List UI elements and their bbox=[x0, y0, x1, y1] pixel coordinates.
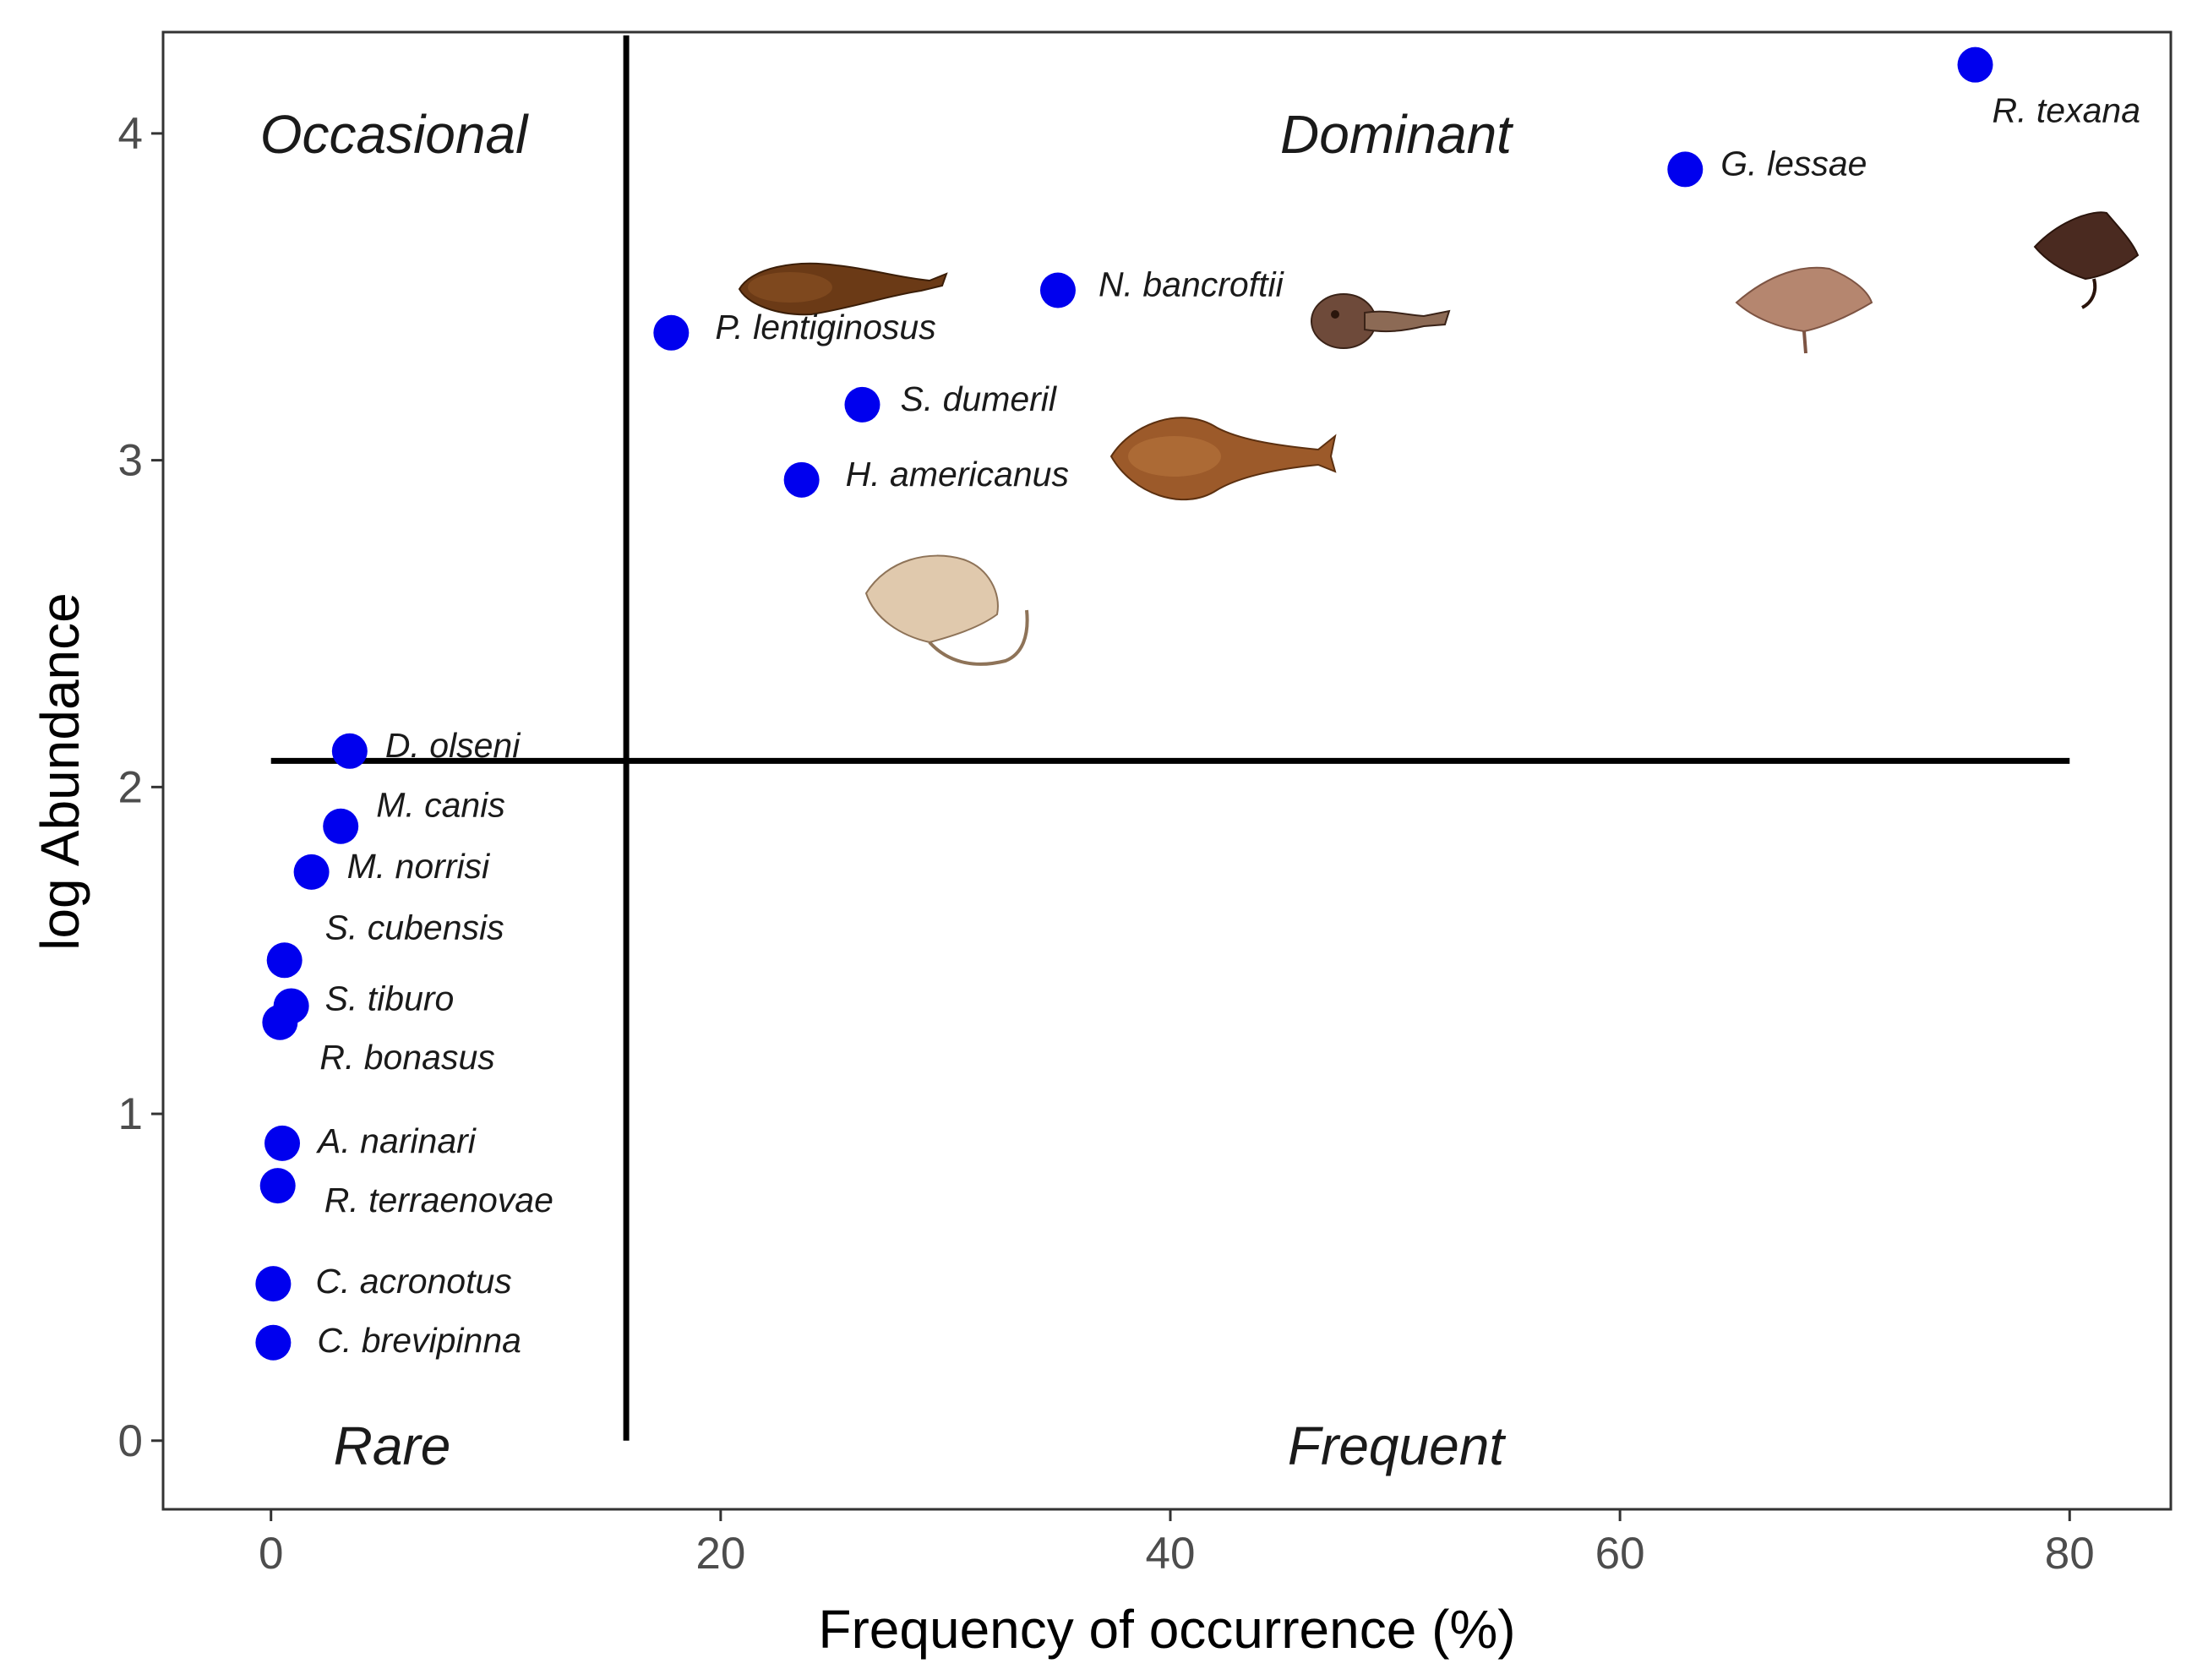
data-points bbox=[255, 46, 1993, 1361]
point-labels: R. texana G. lessae N. bancroftii P. lentig… bbox=[315, 91, 2140, 1360]
x-tick-label: 20 bbox=[695, 1529, 745, 1579]
data-point bbox=[844, 386, 880, 423]
y-axis-ticks: 0 1 2 3 4 bbox=[118, 109, 163, 1466]
quadrant-label-rare: Rare bbox=[334, 1415, 451, 1476]
data-point bbox=[653, 314, 690, 351]
stingray-illustration bbox=[864, 554, 1029, 666]
data-point bbox=[783, 461, 820, 498]
point-label: A. narinari bbox=[315, 1121, 477, 1160]
data-point bbox=[1039, 272, 1076, 308]
x-axis-ticks: 0 20 40 60 80 bbox=[259, 1509, 2095, 1579]
point-label: D. olseni bbox=[385, 726, 521, 765]
point-label: S. dumeril bbox=[900, 379, 1057, 418]
point-label: H. americanus bbox=[846, 455, 1069, 494]
guitarfish-illustration bbox=[1109, 417, 1337, 501]
x-tick-label: 60 bbox=[1595, 1529, 1645, 1579]
data-point bbox=[1667, 151, 1704, 188]
quadrant-label-frequent: Frequent bbox=[1288, 1415, 1506, 1476]
data-point bbox=[331, 733, 368, 769]
x-tick-label: 0 bbox=[259, 1529, 283, 1579]
point-label: P. lentiginosus bbox=[715, 308, 935, 346]
y-tick-label: 1 bbox=[118, 1089, 143, 1139]
data-point bbox=[259, 1168, 296, 1204]
point-label: C. brevipinna bbox=[317, 1321, 521, 1360]
point-label: S. tiburo bbox=[325, 979, 455, 1017]
y-tick-label: 3 bbox=[118, 436, 143, 486]
data-point bbox=[266, 942, 303, 979]
y-tick-label: 4 bbox=[118, 109, 143, 159]
point-label: G. lessae bbox=[1720, 144, 1867, 183]
point-label: N. bancroftii bbox=[1099, 265, 1285, 304]
y-tick-label: 2 bbox=[118, 762, 143, 812]
x-axis-title: Frequency of occurrence (%) bbox=[818, 1599, 1515, 1660]
data-point bbox=[262, 1004, 298, 1040]
data-point bbox=[255, 1266, 292, 1302]
point-label: R. bonasus bbox=[319, 1038, 494, 1077]
point-label: M. canis bbox=[376, 786, 505, 825]
point-label: C. acronotus bbox=[315, 1262, 511, 1301]
sawfish-like-guitarfish-illustration bbox=[738, 262, 948, 316]
electric-ray-illustration bbox=[1311, 293, 1451, 349]
point-label: S. cubensis bbox=[325, 908, 504, 946]
data-point bbox=[293, 854, 330, 890]
quadrant-label-occasional: Occasional bbox=[260, 104, 529, 165]
data-point bbox=[323, 808, 359, 844]
skate-illustration bbox=[1735, 266, 1873, 354]
point-label: M. norrisi bbox=[347, 847, 491, 886]
point-label: R. texana bbox=[1993, 91, 2141, 130]
quadrant-label-dominant: Dominant bbox=[1280, 104, 1513, 165]
y-tick-label: 0 bbox=[118, 1416, 143, 1466]
y-axis-title: log Abundance bbox=[30, 592, 90, 951]
roundel-skate-illustration bbox=[2033, 211, 2140, 309]
data-point bbox=[255, 1324, 292, 1361]
data-point bbox=[264, 1125, 301, 1161]
point-label: R. terraenovae bbox=[324, 1181, 553, 1219]
x-tick-label: 40 bbox=[1146, 1529, 1196, 1579]
data-point bbox=[1957, 46, 1993, 83]
x-tick-label: 80 bbox=[2045, 1529, 2095, 1579]
